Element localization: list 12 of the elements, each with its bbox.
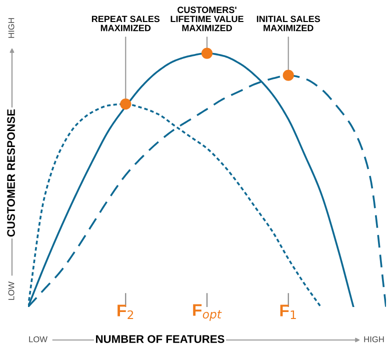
x-tick-label: F$_{opt}$: [193, 304, 222, 321]
text: CUSTOMERS' LIFETIME VALUE MAXIMIZED: [170, 6, 244, 32]
text: LOW: [29, 336, 48, 342]
text: INITIAL SALES MAXIMIZED: [256, 16, 320, 32]
y-axis-title: CUSTOMER RESPONSE: [7, 109, 15, 237]
x-axis-title: NUMBER OF FEATURES: [96, 335, 224, 343]
text: REPEAT SALES MAXIMIZED: [92, 16, 160, 32]
text: HIGH: [8, 18, 14, 38]
x-tick-label: F$_{1}$: [280, 304, 296, 319]
x-tick-label: F$_{2}$: [118, 304, 134, 319]
text: HIGH: [364, 336, 384, 342]
text: LOW: [8, 282, 14, 300]
